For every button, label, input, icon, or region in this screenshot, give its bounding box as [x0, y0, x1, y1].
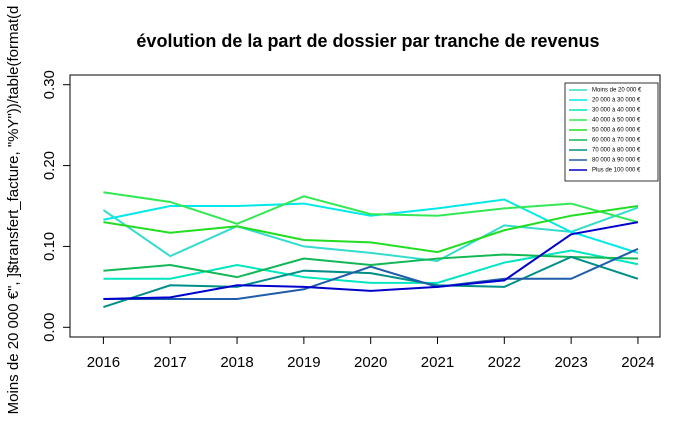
- series-line: [103, 247, 639, 300]
- series-line: [103, 191, 639, 225]
- series-line: [103, 221, 639, 300]
- legend-label: 30 000 à 40 000 €: [592, 108, 641, 114]
- series-line: [103, 253, 638, 279]
- y-axis-label: Moins de 20 000 €", ]$transfert_facture,…: [5, 6, 22, 415]
- x-tick-label: 2024: [621, 354, 654, 371]
- series-line: [103, 249, 639, 284]
- legend-label: 70 000 à 80 000 €: [592, 148, 641, 154]
- x-tick-label: 2021: [421, 354, 454, 371]
- series-line: [102, 206, 639, 263]
- x-tick-label: 2017: [154, 354, 187, 371]
- y-tick-label: 0.00: [41, 313, 58, 342]
- legend-label: Moins de 20 000 €: [592, 88, 642, 94]
- x-tick-label: 2016: [87, 354, 120, 371]
- legend-label: 60 000 à 70 000 €: [592, 138, 641, 144]
- legend-label: Plus de 100 000 €: [592, 168, 641, 174]
- x-tick-label: 2019: [287, 354, 320, 371]
- x-tick-label: 2022: [488, 354, 521, 371]
- legend-label: 40 000 à 50 000 €: [592, 118, 641, 124]
- legend-label: 20 000 à 30 000 €: [592, 98, 641, 104]
- x-tick-label: 2018: [220, 354, 253, 371]
- y-tick-label: 0.10: [41, 232, 58, 261]
- chart-title: évolution de la part de dossier par tran…: [136, 31, 599, 51]
- legend-label: 80 000 à 90 000 €: [592, 158, 641, 164]
- plot-box: [69, 74, 661, 338]
- series-line: [103, 205, 639, 254]
- y-tick-label: 0.30: [41, 70, 58, 99]
- y-tick-label: 0.20: [41, 151, 58, 180]
- series-line: [103, 255, 639, 309]
- x-tick-label: 2023: [554, 354, 587, 371]
- series-line: [103, 198, 639, 254]
- legend-label: 50 000 à 60 000 €: [592, 128, 641, 134]
- x-tick-label: 2020: [354, 354, 387, 371]
